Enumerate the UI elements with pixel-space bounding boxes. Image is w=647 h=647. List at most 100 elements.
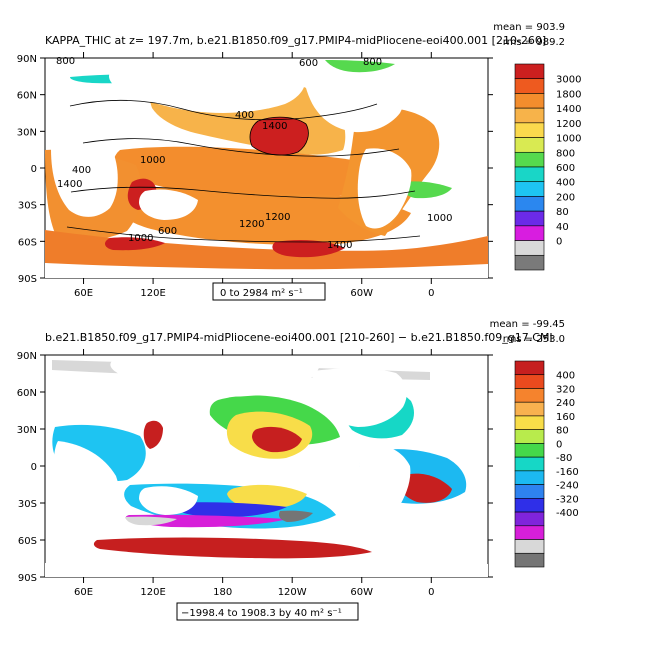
bottom-colorbar-swatch [514, 401, 545, 417]
top-colorbar-swatch [514, 107, 545, 124]
top-panel-mean: mean = 903.9 [493, 22, 565, 33]
bottom-red-2 [143, 420, 163, 449]
top-lon-label: 60W [350, 288, 373, 299]
bottom-colorbar-swatch [514, 443, 545, 458]
bottom-panel: b.e21.B1850.f09_g17.PMIP4-midPliocene-eo… [17, 319, 579, 621]
bottom-lon-label: 180 [213, 587, 232, 598]
top-contour-label: 400 [235, 110, 254, 121]
top-colorbar-swatch [514, 63, 545, 80]
bottom-range-box [176, 602, 359, 621]
bottom-gray-1 [278, 510, 313, 522]
top-lon-label: 0 [428, 288, 434, 299]
bottom-lat-label: 90S [18, 573, 37, 584]
bottom-colorbar-label: -160 [556, 467, 579, 478]
bottom-colorbar-swatch [514, 498, 545, 513]
top-ocean-equatorial-pacific [113, 146, 405, 197]
bottom-red-1 [252, 426, 302, 453]
top-colorbar-swatch [514, 210, 545, 227]
top-contour-5 [249, 116, 309, 156]
top-landmass-africa [51, 110, 118, 217]
bottom-landmass-australia [139, 486, 198, 515]
top-contour-label: 400 [72, 165, 91, 176]
bottom-colorbar-label: 80 [556, 426, 569, 437]
bottom-lon-label: 120E [140, 587, 165, 598]
top-landmass-australia [139, 189, 198, 220]
top-south-high-band-1 [272, 240, 345, 258]
bottom-range-label: −1998.4 to 1908.3 by 40 m² s⁻¹ [181, 608, 342, 619]
top-contour-label: 1200 [265, 212, 290, 223]
top-ocean-southern [45, 230, 488, 274]
top-lat-label: 30N [17, 127, 37, 138]
top-colorbar-swatch [514, 225, 545, 241]
top-contour-label: 1200 [239, 219, 264, 230]
bottom-colorbar-swatch [514, 388, 545, 403]
bottom-colorbar-label: -400 [556, 508, 579, 519]
bottom-red-3 [398, 473, 452, 503]
bottom-lat-label: 60S [18, 536, 37, 547]
bottom-colorbar-label: 0 [556, 439, 562, 450]
bottom-map-fields [45, 358, 488, 577]
bottom-landmass-sa [357, 444, 411, 525]
bottom-landmass-africa [52, 441, 120, 534]
top-lon-label: 120E [140, 288, 165, 299]
top-colorbar-swatch [514, 93, 545, 109]
bottom-colorbar-label: 160 [556, 412, 575, 423]
bottom-colorbar-swatch [514, 456, 545, 472]
top-range-label: 0 to 2984 m² s⁻¹ [220, 288, 303, 299]
bottom-lon-label: 120W [278, 587, 307, 598]
top-cyan-patch-2 [325, 60, 395, 73]
top-colorbar-swatch [514, 78, 545, 94]
bottom-lon-label: 0 [428, 587, 434, 598]
top-contour-2 [82, 138, 400, 157]
bottom-landmass-na [312, 368, 407, 427]
bottom-colorbar-swatch [514, 525, 545, 540]
top-lat-label: 60S [18, 237, 37, 248]
top-colorbar-swatch [514, 151, 545, 168]
top-panel-rms: rms = 989.2 [503, 37, 565, 48]
bottom-lon-label: 60E [74, 587, 93, 598]
bottom-colorbar-swatch [514, 484, 545, 499]
top-panel-title: KAPPA_THIC at z= 197.7m, b.e21.B1850.f09… [45, 34, 546, 47]
bottom-colorbar-label: -80 [556, 453, 572, 464]
top-colorbar-swatch [514, 166, 545, 183]
top-lat-label: 60N [17, 91, 37, 102]
top-landmass-asia [109, 68, 306, 113]
bottom-colorbar-label: 240 [556, 398, 575, 409]
bottom-lat-label: 60N [17, 388, 37, 399]
top-contour-1 [69, 99, 378, 121]
bottom-panel-mean: mean = -99.45 [490, 319, 565, 330]
bottom-lat-label: 90N [17, 351, 37, 362]
top-contour-label: 1000 [140, 155, 165, 166]
top-contour-label: 800 [56, 56, 75, 67]
top-contour-label: 1400 [262, 121, 287, 132]
bottom-lat-label: 0 [31, 462, 37, 473]
top-contour-label: 1400 [327, 240, 352, 251]
top-cyan-patch-4 [402, 181, 452, 199]
top-colorbar-label: 0 [556, 237, 562, 248]
top-colorbar-label: 80 [556, 207, 569, 218]
bottom-colorbar-label: 400 [556, 371, 575, 382]
top-colorbar-label: 1800 [556, 89, 581, 100]
top-colorbar-swatch [514, 240, 545, 256]
bottom-yellow-2 [227, 484, 307, 510]
top-contour-label: 1000 [427, 213, 452, 224]
bottom-landmass-antarctica [45, 563, 488, 577]
top-contour-3 [70, 186, 416, 199]
bottom-colorbar-swatch [514, 470, 545, 485]
top-range-box [212, 282, 326, 301]
bottom-colorbar: 400 320 240 160 80 0 -80 -160 -240 -320 -400 [514, 360, 579, 568]
top-contour-labels: 800 600 800 400 1400 1000 1400 400 1200 … [56, 56, 452, 251]
top-map-fields [45, 60, 488, 278]
top-panel: KAPPA_THIC at z= 197.7m, b.e21.B1850.f09… [17, 22, 581, 301]
top-colorbar-label: 1200 [556, 119, 581, 130]
bottom-gray-2 [125, 516, 177, 526]
top-colorbar-label: 3000 [556, 75, 581, 86]
bottom-panel-rms: rms = 253.0 [503, 334, 565, 345]
top-landmass-na [303, 73, 404, 133]
bottom-red-4 [93, 537, 372, 559]
bottom-colorbar-swatch [514, 429, 545, 444]
top-colorbar-swatch [514, 137, 545, 153]
bottom-lon-label: 60W [350, 587, 373, 598]
top-contour-label: 1400 [57, 179, 82, 190]
